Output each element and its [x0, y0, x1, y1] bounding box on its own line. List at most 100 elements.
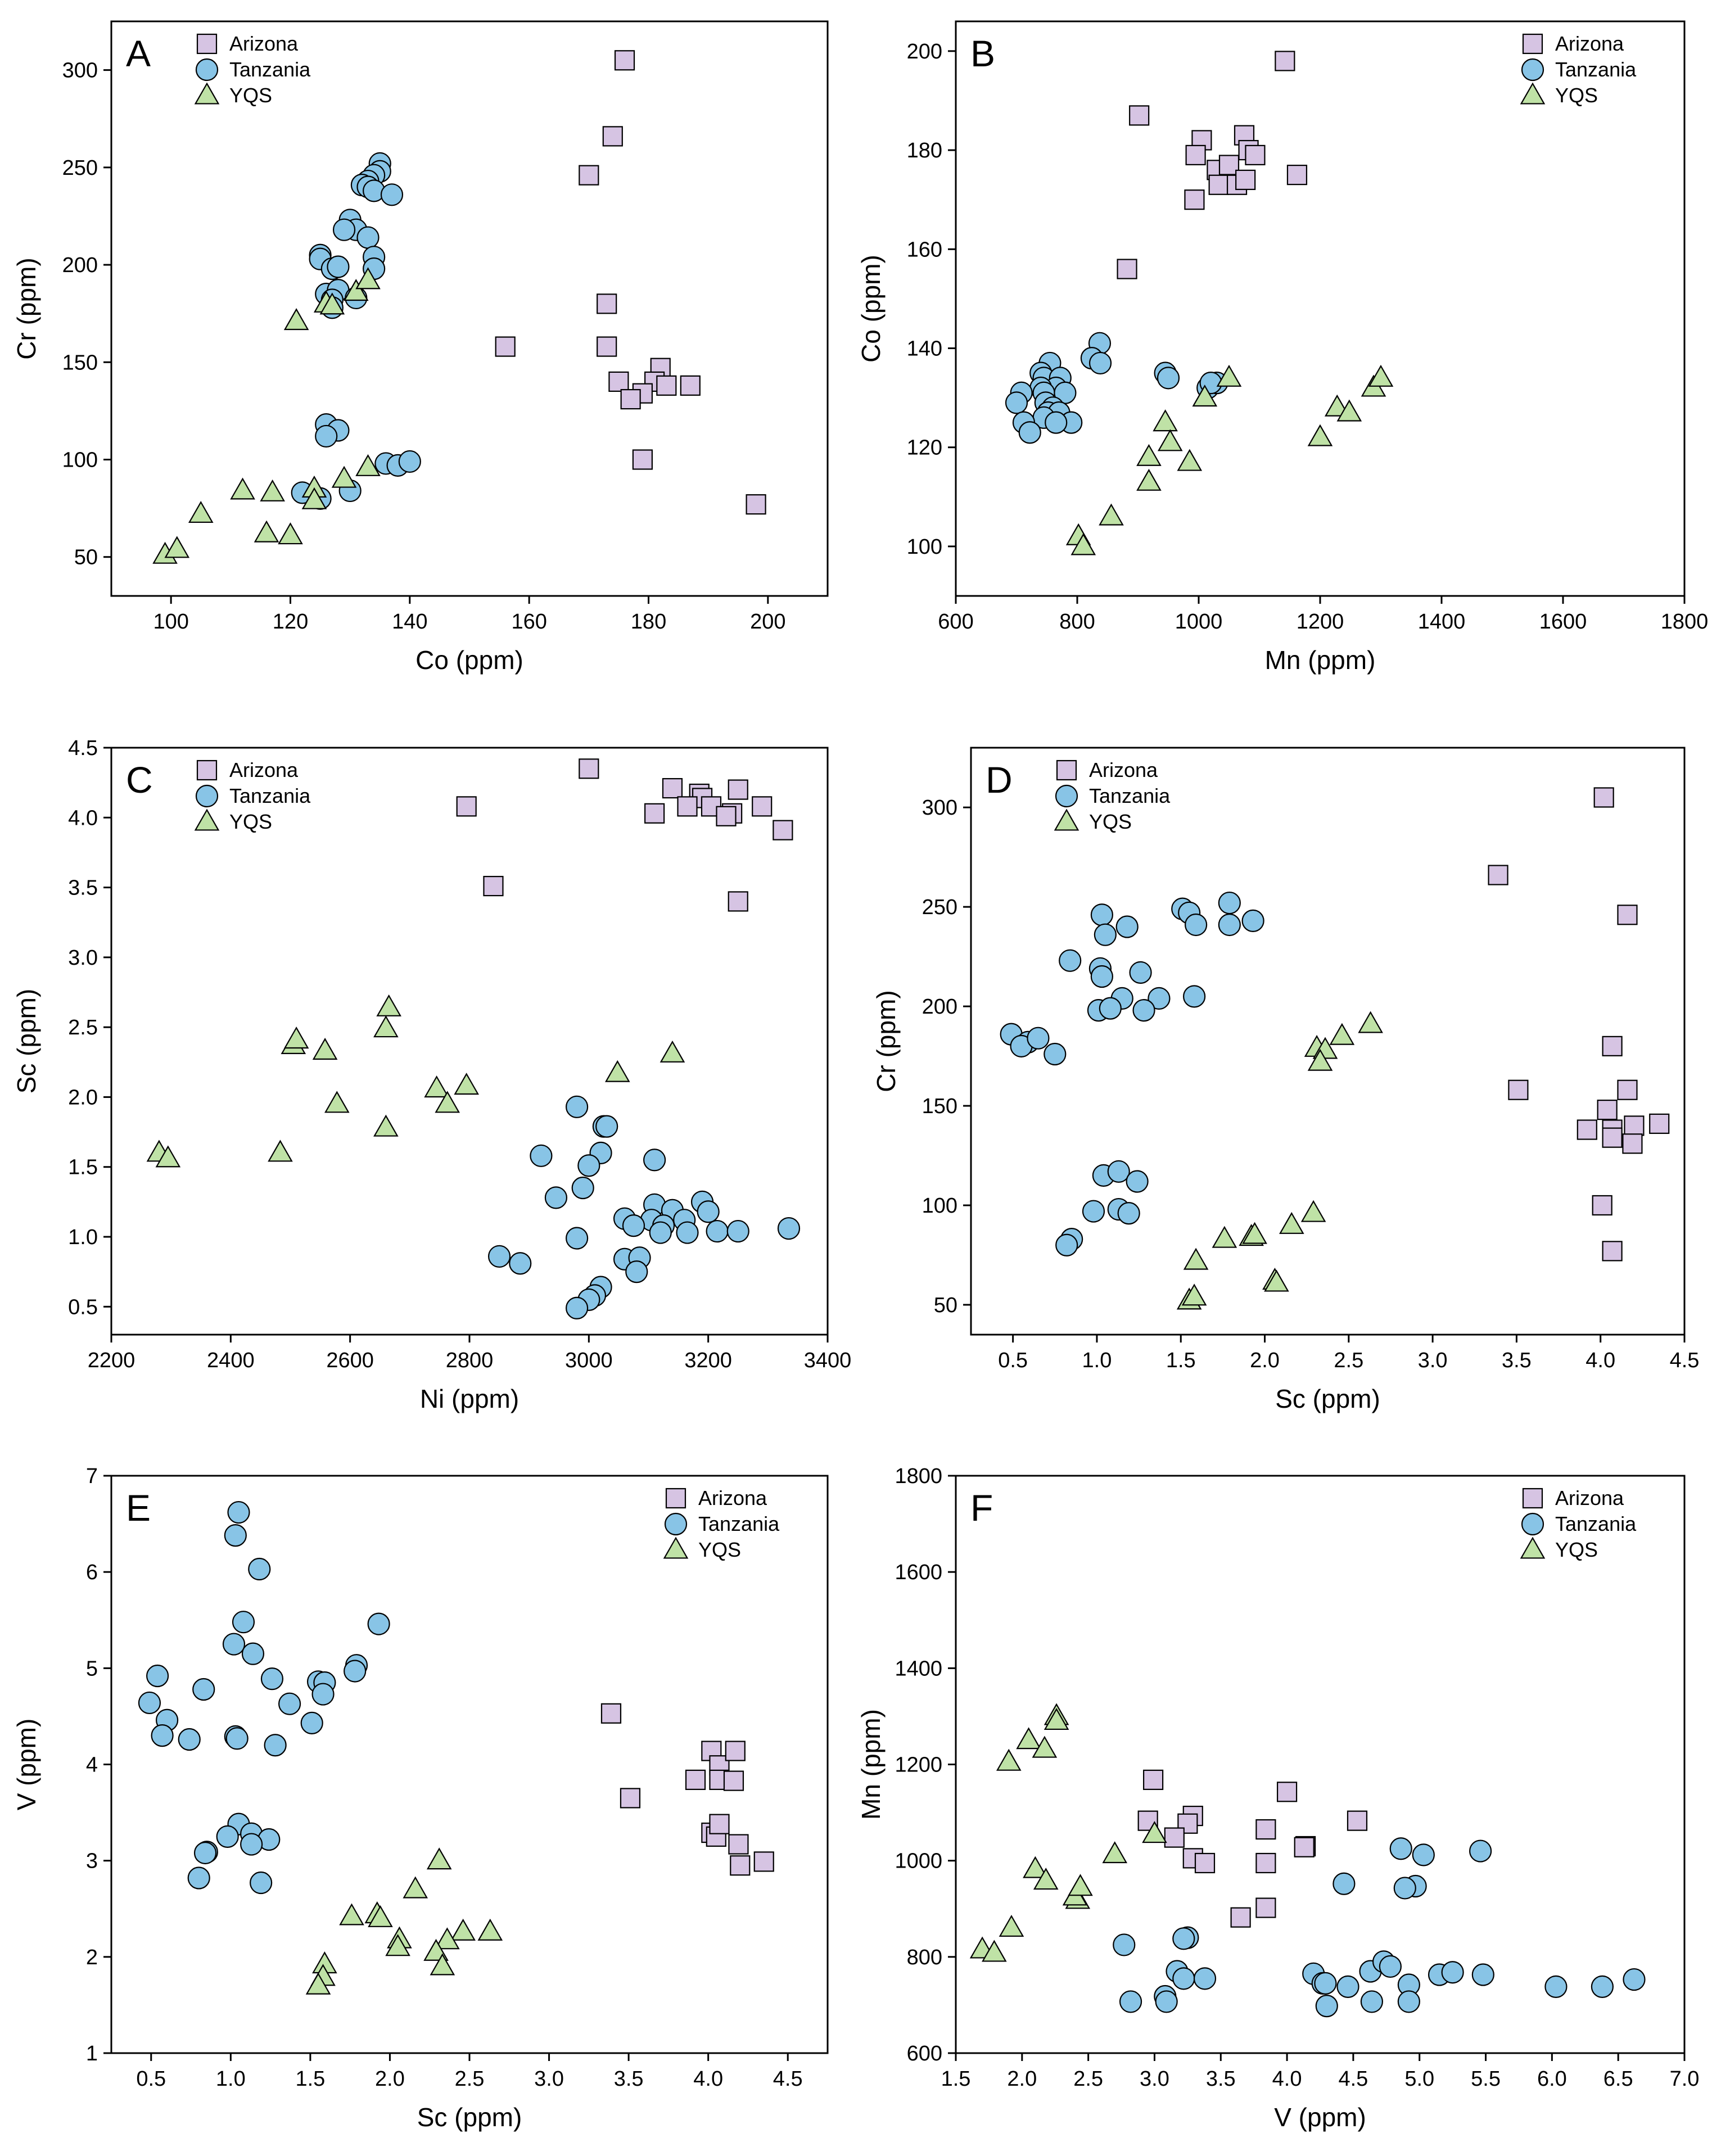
legend-label-arizona: Arizona: [1089, 758, 1158, 781]
yqs-point: [1368, 364, 1394, 387]
tanzania-point: [1059, 949, 1082, 972]
panel-letter: A: [126, 33, 151, 74]
yqs-point: [1212, 1226, 1237, 1248]
legend-label-tanzania: Tanzania: [229, 58, 311, 81]
yqs-point: [254, 520, 279, 543]
y-tick-label: 3.5: [68, 876, 98, 900]
legend-label-yqs: YQS: [229, 810, 272, 833]
arizona-point: [1649, 1113, 1670, 1134]
y-axis-title: Co (ppm): [856, 255, 886, 363]
yqs-point: [368, 1905, 393, 1927]
x-tick-label: 3.0: [1418, 1349, 1448, 1372]
arizona-point: [716, 806, 737, 826]
yqs-point: [435, 1091, 460, 1113]
yqs-point: [454, 1073, 479, 1095]
yqs-point: [268, 1140, 293, 1162]
tanzania-point: [1332, 1872, 1356, 1895]
series-tanzania: [1005, 332, 1228, 444]
legend-square-icon: [1522, 33, 1543, 55]
arizona-point: [725, 1741, 746, 1761]
x-tick-label: 1800: [1661, 610, 1709, 634]
arizona-point: [1488, 865, 1508, 885]
legend-label-arizona: Arizona: [229, 758, 299, 781]
tanzania-point: [625, 1260, 648, 1283]
yqs-point: [426, 1847, 452, 1870]
tanzania-point: [1185, 913, 1208, 937]
arizona-point: [644, 803, 665, 824]
yqs-point: [260, 479, 285, 501]
tanzania-point: [487, 1245, 511, 1268]
tanzania-point: [1044, 1042, 1067, 1066]
legend-square-icon: [665, 1488, 686, 1509]
arizona-point: [1245, 144, 1266, 165]
arizona-point: [1622, 1133, 1643, 1154]
tanzania-point: [1397, 1990, 1420, 2013]
y-tick-label: 120: [907, 436, 942, 460]
series-tanzania: [291, 152, 421, 510]
tanzania-point: [1218, 891, 1241, 915]
yqs-point: [1068, 1874, 1093, 1896]
y-tick-label: 100: [907, 535, 942, 559]
x-tick-label: 2800: [446, 1349, 494, 1372]
series-tanzania: [1113, 1837, 1646, 2018]
legend-label-tanzania: Tanzania: [1555, 1512, 1637, 1535]
panel-f: 1.5 2.0 2.5 3.0 3.5 4.0 4.5 5.0 5.5 6.0 6.5 7.0 600 8…: [856, 1465, 1699, 2132]
yqs-point: [1192, 385, 1218, 407]
panel-letter: B: [970, 33, 995, 74]
x-tick-label: 6.5: [1603, 2067, 1633, 2091]
tanzania-point: [151, 1724, 174, 1747]
yqs-point: [278, 522, 303, 545]
tanzania-point: [1148, 987, 1171, 1010]
arizona-point: [602, 126, 623, 147]
x-tick-label: 7.0: [1670, 2067, 1700, 2091]
y-tick-label: 50: [74, 546, 98, 569]
yqs-point: [343, 279, 369, 301]
arizona-point: [1286, 165, 1308, 186]
arizona-point: [495, 336, 516, 357]
y-tick-label: 100: [922, 1194, 957, 1218]
y-tick-label: 0.5: [68, 1295, 98, 1319]
yqs-point: [1307, 1048, 1333, 1071]
tanzania-point: [1393, 1877, 1416, 1900]
series-arizona: [1488, 787, 1670, 1262]
tanzania-point: [367, 1612, 390, 1635]
x-axis-title: V (ppm): [1274, 2103, 1366, 2132]
y-tick-label: 7: [86, 1465, 98, 1488]
tanzania-point: [380, 183, 404, 206]
x-tick-label: 3.5: [1502, 1349, 1532, 1372]
yqs-point: [660, 1040, 685, 1063]
y-tick-label: 140: [907, 337, 942, 360]
tanzania-point: [1591, 1975, 1614, 1998]
x-tick-label: 1.0: [1082, 1349, 1112, 1372]
plot-frame: [110, 20, 829, 597]
x-tick-label: 5.5: [1471, 2067, 1501, 2091]
y-axis-title: V (ppm): [12, 1719, 41, 1811]
x-tick-label: 120: [273, 610, 308, 634]
x-tick-label: 3.5: [1206, 2067, 1236, 2091]
x-tick-label: 0.5: [998, 1349, 1028, 1372]
x-axis-title: Ni (ppm): [420, 1384, 519, 1413]
series-arizona: [600, 1703, 774, 1876]
yqs-point: [1016, 1727, 1041, 1750]
y-tick-label: 300: [62, 59, 98, 83]
legend-circle-icon: [1521, 58, 1544, 82]
legend-label-tanzania: Tanzania: [1555, 58, 1637, 81]
panel-letter: C: [126, 759, 153, 801]
arizona-point: [728, 891, 748, 912]
legend-label-arizona: Arizona: [698, 1486, 767, 1509]
tanzania-point: [1132, 999, 1155, 1022]
tanzania-point: [1172, 1927, 1195, 1950]
x-tick-label: 1600: [1539, 610, 1587, 634]
x-tick-label: 140: [392, 610, 427, 634]
y-tick-label: 4.5: [68, 736, 98, 760]
tanzania-point: [1441, 1961, 1464, 1984]
panel-letter: F: [970, 1487, 993, 1529]
arizona-point: [723, 1770, 744, 1791]
yqs-point: [1102, 1841, 1128, 1864]
tanzania-point: [1055, 1233, 1078, 1256]
yqs-point: [283, 308, 309, 331]
legend-square-icon: [1522, 1488, 1543, 1509]
tanzania-point: [311, 1683, 335, 1706]
tanzania-point: [146, 1664, 169, 1688]
tanzania-point: [193, 1841, 217, 1865]
